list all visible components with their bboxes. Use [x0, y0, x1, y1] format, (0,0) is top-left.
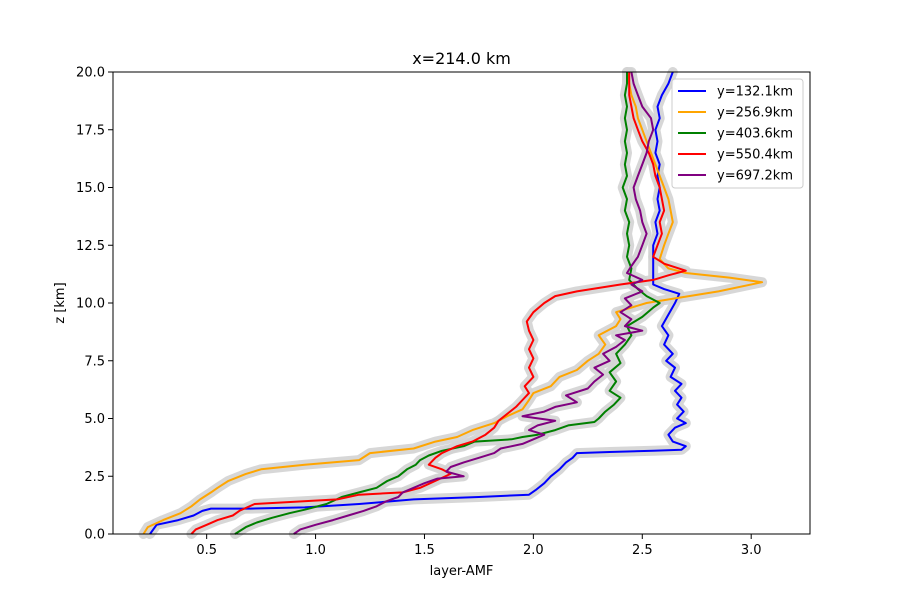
y-axis-label: z [km]: [53, 282, 68, 323]
y-tick-label: 7.5: [84, 354, 105, 369]
y-tick-label: 15.0: [76, 181, 105, 196]
y-tick-label: 10.0: [76, 297, 105, 312]
line-series-2: [142, 71, 764, 535]
legend-label-2: y=256.9km: [717, 106, 793, 121]
y-tick-label: 12.5: [76, 239, 105, 254]
line-series-5: [293, 71, 655, 535]
line-series-1: [149, 71, 687, 535]
x-tick-label: 2.5: [632, 543, 653, 558]
x-tick-label: 1.0: [305, 543, 326, 558]
chart-title: x=214.0 km: [412, 49, 511, 68]
x-tick-label: 3.0: [741, 543, 762, 558]
x-axis: 0.5 1.0 1.5 2.0 2.5 3.0: [196, 534, 762, 558]
x-tick-label: 1.5: [414, 543, 435, 558]
legend: y=132.1km y=256.9km y=403.6km y=550.4km y=69…: [671, 78, 804, 189]
line-series-3: [234, 72, 661, 535]
line-series-4: [190, 72, 687, 535]
x-tick-label: 0.5: [196, 543, 217, 558]
legend-box: [671, 78, 804, 189]
legend-label-1: y=132.1km: [717, 85, 793, 100]
y-tick-label: 20.0: [76, 66, 105, 81]
y-tick-label: 0.0: [84, 528, 105, 543]
x-tick-label: 2.0: [523, 543, 544, 558]
legend-label-4: y=550.4km: [717, 148, 793, 163]
series-lines: [142, 71, 764, 535]
y-tick-label: 17.5: [76, 123, 105, 138]
y-tick-label: 2.5: [84, 470, 105, 485]
y-tick-label: 5.0: [84, 412, 105, 427]
legend-label-3: y=403.6km: [717, 127, 793, 142]
y-axis: 0.0 2.5 5.0 7.5 10.0 12.5 15.0 17.5 20.0: [76, 66, 113, 543]
x-axis-label: layer-AMF: [430, 564, 494, 579]
legend-label-5: y=697.2km: [717, 169, 793, 184]
